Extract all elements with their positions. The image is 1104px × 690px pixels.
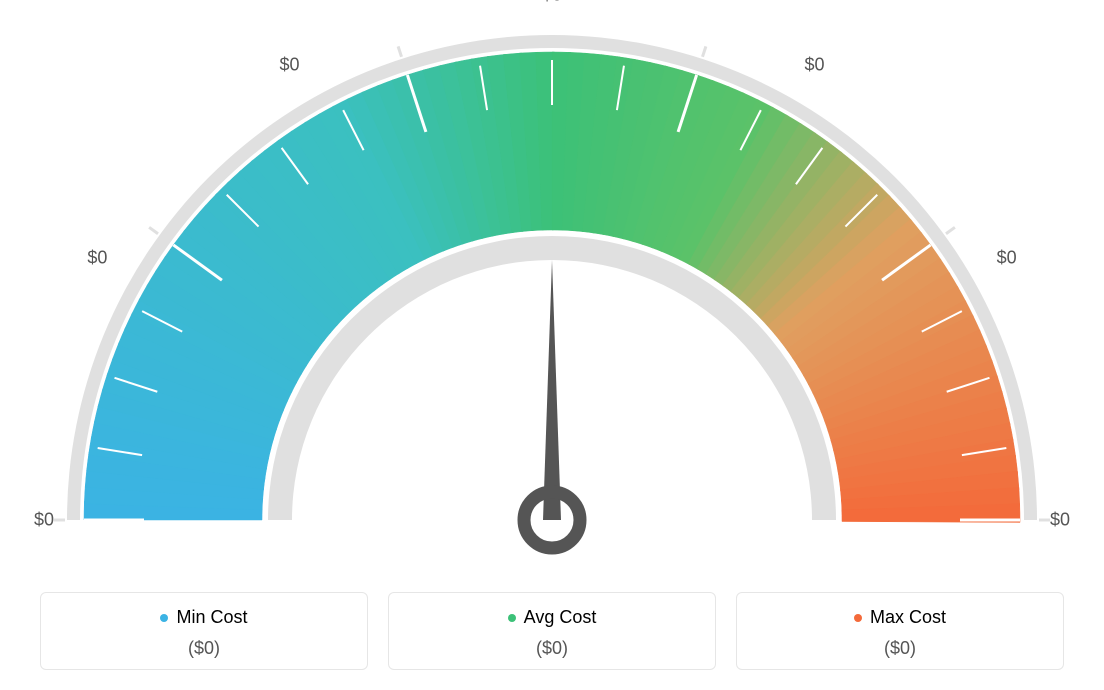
- legend-dot-avg: [508, 614, 516, 622]
- legend-value-max: ($0): [747, 638, 1053, 659]
- legend-card-avg: Avg Cost ($0): [388, 592, 716, 670]
- legend-row: Min Cost ($0) Avg Cost ($0) Max Cost ($0…: [40, 592, 1064, 670]
- legend-label-min: Min Cost: [51, 607, 357, 628]
- gauge-svg: [0, 0, 1104, 560]
- gauge-tick-label: $0: [542, 0, 562, 6]
- legend-dot-min: [160, 614, 168, 622]
- gauge-tick-label: $0: [279, 55, 299, 76]
- gauge-tick-label: $0: [34, 510, 54, 531]
- gauge-tick-label: $0: [804, 55, 824, 76]
- legend-label-min-text: Min Cost: [176, 607, 247, 627]
- legend-dot-max: [854, 614, 862, 622]
- legend-label-avg: Avg Cost: [399, 607, 705, 628]
- legend-card-min: Min Cost ($0): [40, 592, 368, 670]
- legend-value-avg: ($0): [399, 638, 705, 659]
- legend-label-max-text: Max Cost: [870, 607, 946, 627]
- legend-value-min: ($0): [51, 638, 357, 659]
- gauge-chart-container: $0 $0 $0 $0 $0 $0 $0 Min Cost ($0) Avg Cost ($…: [0, 0, 1104, 690]
- legend-label-max: Max Cost: [747, 607, 1053, 628]
- legend-card-max: Max Cost ($0): [736, 592, 1064, 670]
- gauge: $0 $0 $0 $0 $0 $0 $0: [0, 0, 1104, 560]
- gauge-tick-label: $0: [997, 247, 1017, 268]
- gauge-tick-label: $0: [87, 247, 107, 268]
- gauge-tick-label: $0: [1050, 510, 1070, 531]
- legend-label-avg-text: Avg Cost: [524, 607, 597, 627]
